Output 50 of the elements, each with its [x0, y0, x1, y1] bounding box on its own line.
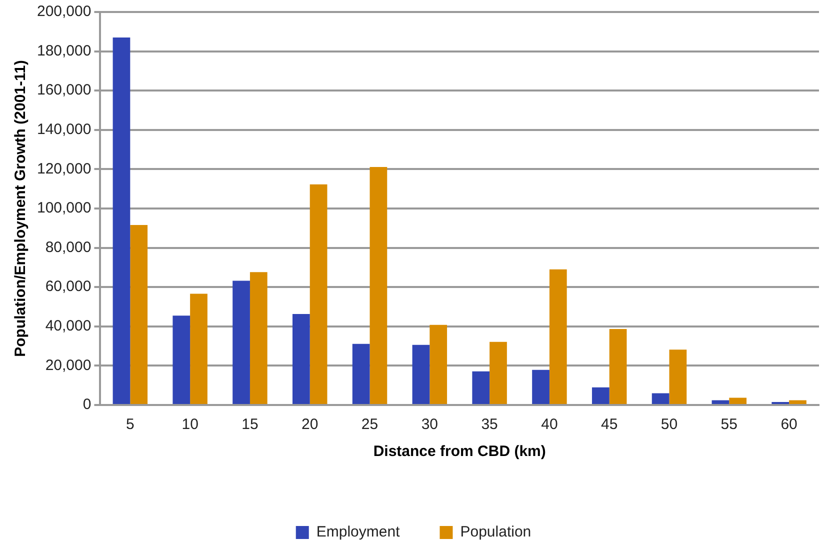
x-tick-label: 35: [481, 416, 498, 434]
bar: [669, 350, 687, 404]
bar: [592, 387, 610, 404]
bar: [352, 344, 370, 404]
bar: [609, 328, 627, 404]
x-tick-label: 20: [302, 416, 318, 434]
x-tick-label: 30: [421, 416, 438, 434]
bar: [490, 342, 507, 404]
y-tick-label: 100,000: [36, 200, 92, 217]
bar: [292, 314, 310, 404]
bar: [190, 294, 208, 404]
bar: [232, 280, 250, 404]
x-tick-label: 60: [780, 416, 798, 434]
x-tick-label: 55: [720, 416, 738, 434]
x-tick-label: 15: [242, 416, 258, 434]
y-tick-label: 200,000: [36, 3, 92, 20]
bar: [130, 225, 148, 404]
x-tick-label: 10: [182, 416, 198, 434]
bar: [310, 184, 328, 404]
x-tick-label: 45: [601, 416, 618, 434]
y-tick-label: 60,000: [45, 278, 92, 296]
y-tick-label: 180,000: [36, 42, 92, 60]
legend-label: Employment: [316, 524, 401, 541]
bar: [430, 324, 448, 404]
x-axis-title: Distance from CBD (km): [373, 443, 546, 460]
bar: [712, 400, 730, 404]
y-tick-label: 0: [82, 396, 92, 414]
bar: [250, 272, 268, 404]
bar: [532, 370, 550, 404]
y-tick-label: 140,000: [36, 121, 92, 138]
bar: [729, 398, 747, 404]
bar: [412, 344, 430, 404]
y-axis-title: Population/Employment Growth (2001-11): [12, 60, 30, 357]
bar: [652, 393, 670, 404]
y-tick-label: 160,000: [36, 82, 92, 99]
y-tick-label: 40,000: [45, 318, 92, 335]
bar: [789, 400, 806, 404]
x-tick-label: 25: [361, 416, 378, 434]
x-tick-label: 50: [660, 416, 678, 434]
x-tick-label: 5: [126, 416, 134, 434]
y-tick-label: 80,000: [45, 238, 92, 256]
bar: [172, 316, 190, 404]
legend-label: Population: [460, 524, 532, 541]
bar: [112, 38, 130, 404]
bar: [370, 167, 388, 404]
bar: [549, 269, 567, 404]
y-tick-label: 120,000: [36, 160, 92, 178]
x-tick-label: 40: [541, 416, 558, 434]
y-tick-label: 20,000: [45, 356, 92, 374]
bar: [472, 371, 490, 404]
